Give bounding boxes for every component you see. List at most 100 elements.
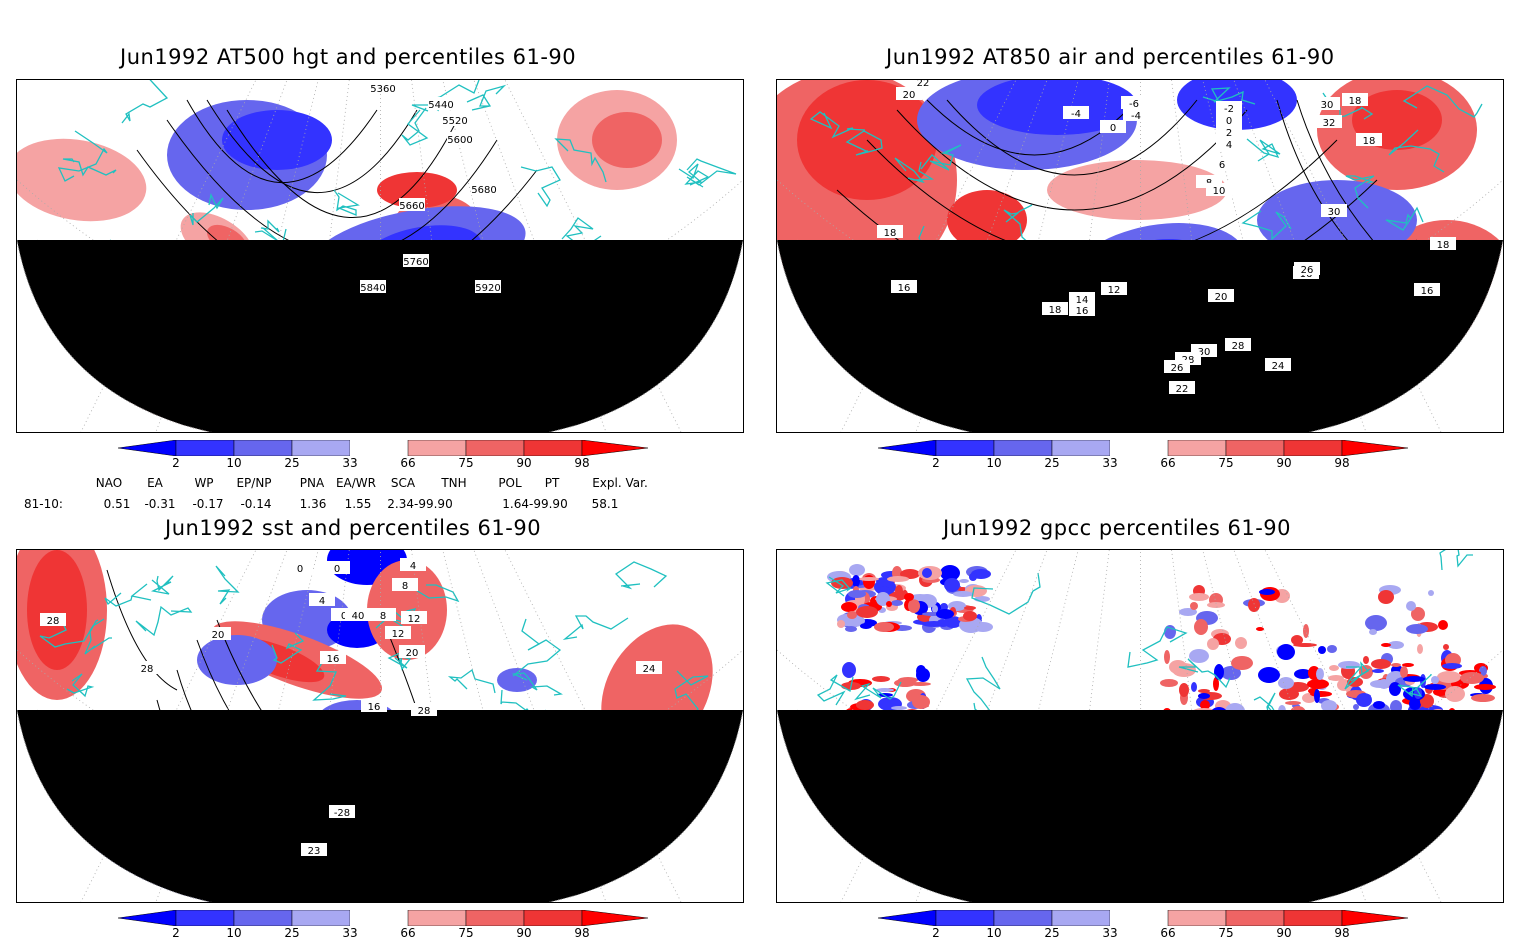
contour-label: 24: [1265, 358, 1291, 372]
contour-label: -2: [1216, 101, 1242, 115]
contour-line: [946, 99, 1198, 176]
precip-percentile-cell: [1321, 700, 1337, 712]
colorbar-segment: [1225, 910, 1285, 926]
precip-percentile-cell: [936, 609, 954, 619]
contour-label-text: 24: [1272, 361, 1285, 372]
contour-label-box: [1216, 101, 1242, 114]
contour-label-text: 4: [319, 596, 325, 607]
coastline-segment: [1246, 138, 1281, 162]
coastline-segment: [1003, 204, 1034, 248]
contour-label: 2: [1216, 125, 1242, 139]
colorbar-svg: [878, 440, 1408, 456]
coastline-segment: [1344, 661, 1371, 690]
contour-line: [106, 569, 178, 691]
contour-label: 18: [1042, 302, 1068, 316]
coastline-segment: [965, 656, 1001, 712]
precip-percentile-cell: [1235, 637, 1247, 649]
contour-label-text: -2: [1224, 104, 1234, 115]
precip-percentile-cell: [1356, 693, 1372, 707]
precip-percentile-cell: [887, 576, 909, 582]
contour-label-box: [1414, 283, 1440, 296]
precip-percentile-cell: [1176, 664, 1184, 676]
colorbar-tick-label: 66: [400, 456, 416, 470]
colorbar-tick-label: 66: [400, 926, 416, 940]
colorbar-air850: 2 10 25 33 66 75 90 98: [878, 440, 1408, 476]
colorbar-tick-label: 90: [516, 456, 532, 470]
contour-label: 22: [1169, 381, 1195, 395]
colorbar-tick-label: 2: [932, 456, 940, 470]
precip-percentile-cell: [895, 585, 903, 597]
contour-label-text: 20: [1215, 292, 1228, 303]
anomaly-negative: [497, 668, 537, 692]
precip-percentile-cell: [1445, 686, 1465, 702]
precip-percentile-cell: [1479, 666, 1487, 676]
precip-percentile-cell: [843, 615, 865, 627]
contour-label-text: 0: [1226, 116, 1232, 127]
colorbar-tick-label: 98: [1334, 926, 1350, 940]
precip-percentile-cell: [1391, 663, 1401, 667]
index-header: PNA: [299, 476, 325, 490]
precip-percentile-cell: [1259, 589, 1275, 595]
contour-label-box: [324, 561, 350, 574]
precip-percentile-cell: [1191, 682, 1197, 692]
colorbar-segment: [1225, 440, 1285, 456]
precip-percentile-cell: [964, 606, 976, 610]
contour-label: 30: [1314, 97, 1340, 111]
colorbar-segment: [1167, 440, 1227, 456]
precip-percentile-cell: [1474, 684, 1496, 690]
index-value: 1.64-99.90: [502, 497, 568, 511]
contour-label-box: [345, 608, 371, 621]
index-value: -0.14: [240, 497, 272, 511]
contour-label-text: 0: [334, 564, 340, 575]
anomaly-negative: [222, 110, 332, 170]
contour-label-box: [134, 661, 160, 674]
precip-percentile-cell: [1370, 680, 1390, 688]
coastline-segment: [1388, 129, 1445, 173]
contour-label-box: [877, 225, 903, 238]
contour-label: 18: [1430, 237, 1456, 251]
contour-label-text: 5680: [471, 185, 496, 196]
index-header: NAO: [95, 476, 123, 490]
colorbar-segment: [465, 910, 525, 926]
contour-label: 32: [1316, 115, 1342, 129]
contour-label: 5520: [442, 113, 468, 127]
contour-label-text: 16: [368, 702, 381, 713]
precip-percentile-cell: [1471, 694, 1495, 702]
contour-label-box: [910, 80, 936, 88]
coastline-segment: [104, 583, 152, 607]
contour-label-text: 10: [1213, 186, 1226, 197]
map-panel-sst: 28 0 0 4 0 40 8 12 4 8 12 16 16 20 20 28 28 24 -28 23: [16, 549, 744, 903]
precip-percentile-cell: [1294, 669, 1312, 679]
precip-percentile-cell: [1190, 602, 1198, 610]
precip-percentile-cell: [891, 706, 907, 710]
precip-percentile-cell: [1256, 627, 1264, 631]
colorbar-tick-label: 10: [986, 456, 1002, 470]
precip-percentile-cell: [1409, 698, 1421, 710]
precip-percentile-cell: [856, 606, 878, 618]
contour-label: 26: [1164, 360, 1190, 374]
precip-percentile-cell: [1389, 682, 1401, 696]
contour-label-box: [1042, 302, 1068, 315]
precip-percentile-cell: [909, 682, 931, 686]
colorbar-arrow-high: [1341, 910, 1408, 926]
contour-label-box: [471, 182, 497, 195]
precip-percentile-cell: [908, 599, 920, 613]
contour-label-text: 5660: [399, 201, 424, 212]
colorbar-segment: [350, 910, 408, 926]
index-header: Expl. Var.: [592, 476, 648, 490]
coastline-segment: [920, 144, 962, 171]
coastline-segment: [512, 618, 562, 677]
contour-label-box: [1069, 303, 1095, 316]
precip-percentile-cell: [847, 611, 857, 619]
coastline-segment: [447, 668, 496, 694]
contour-label: 20: [1208, 289, 1234, 303]
precip-percentile-cell: [1400, 666, 1408, 678]
contour-label-box: [636, 661, 662, 674]
contour-label: 0: [324, 561, 350, 575]
graticule-meridian: [840, 550, 1017, 902]
colorbar-sst: 2 10 25 33 66 75 90 98: [118, 910, 648, 946]
map-edge: [777, 239, 1503, 432]
contour-label: 10: [1206, 183, 1232, 197]
precip-percentile-cell: [944, 616, 962, 628]
